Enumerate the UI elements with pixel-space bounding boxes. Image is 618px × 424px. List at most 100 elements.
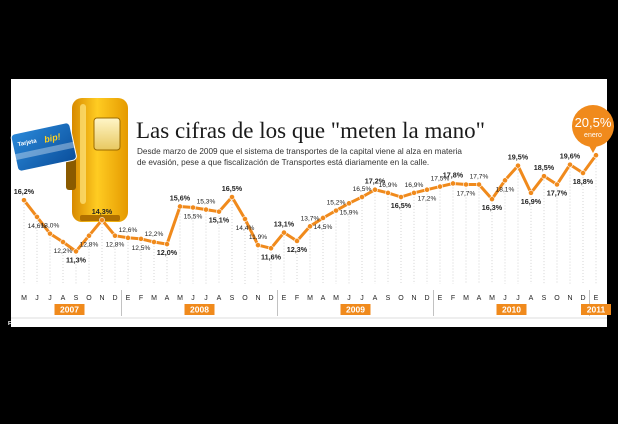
year-label: 2007: [60, 305, 79, 315]
data-point: [554, 181, 560, 188]
highlight-bubble: 20,5% enero: [572, 105, 614, 153]
month-tick-label: M: [151, 295, 157, 302]
data-label: 13,7%: [301, 215, 320, 222]
month-tick-label: O: [398, 295, 404, 302]
data-label: 12,0%: [157, 248, 178, 257]
month-tick-label: S: [230, 295, 235, 302]
year-badge: [581, 304, 611, 315]
chart-subtitle-line1: Desde marzo de 2009 que el sistema de tr…: [137, 147, 462, 156]
chart-data-labels: 16,2%14,6%13,0%12,2%11,3%12,8%14,3%12,8%…: [14, 152, 594, 265]
month-tick-label: D: [268, 295, 273, 302]
data-point: [502, 177, 508, 184]
card-reader-highlight: [80, 104, 86, 204]
data-point: [242, 216, 248, 222]
data-point: [333, 207, 339, 214]
year-label: 2011: [587, 305, 606, 315]
year-badge: [54, 304, 85, 315]
data-label: 11,9%: [249, 234, 267, 241]
year-label: 2009: [346, 305, 365, 315]
chart-subtitle-line2: de evasión, pese a que fiscalización de …: [137, 158, 429, 167]
data-point: [138, 235, 144, 242]
year-badge: [340, 304, 371, 315]
data-label: 17,2%: [418, 196, 437, 203]
bip-card-label: Tarjeta: [17, 138, 38, 148]
data-point: [190, 204, 196, 211]
month-tick-label: A: [477, 295, 482, 302]
data-point: [398, 194, 404, 200]
data-point: [463, 181, 469, 188]
data-point: [294, 238, 300, 244]
data-label: 17,7%: [470, 174, 489, 181]
month-tick-label: S: [74, 295, 79, 302]
data-point: [450, 180, 456, 187]
data-point: [203, 206, 209, 213]
data-point: [99, 217, 105, 223]
data-point: [125, 234, 131, 241]
data-label: 18,5%: [534, 163, 555, 172]
data-label: 12,2%: [145, 231, 164, 238]
year-badge: [496, 304, 527, 315]
data-point: [528, 189, 534, 196]
month-tick-label: S: [386, 295, 391, 302]
month-tick-label: D: [424, 295, 429, 302]
source-text: Ministerio de Transportes: [30, 321, 92, 327]
month-tick-label: A: [165, 295, 170, 302]
month-tick-label: E: [282, 295, 287, 302]
data-label: 16,5%: [222, 184, 243, 193]
highlight-label: enero: [584, 132, 602, 139]
source-note: Fuente Ministerio de Transportes: [8, 321, 92, 327]
data-point: [437, 183, 443, 190]
chart-grid: [23, 159, 597, 284]
data-point: [476, 181, 482, 188]
month-tick-label: A: [61, 295, 66, 302]
month-tick-label: N: [99, 295, 104, 302]
month-tick-label: M: [463, 295, 469, 302]
data-label: 14,4%: [236, 225, 255, 232]
data-label: 15,9%: [340, 209, 359, 216]
data-point: [320, 215, 326, 221]
highlight-value: 20,5%: [575, 115, 612, 130]
year-label: 2008: [190, 305, 209, 315]
data-point: [567, 161, 573, 168]
highlight-bubble-circle: [572, 105, 614, 147]
data-label: 16,2%: [14, 187, 35, 196]
data-point: [60, 239, 66, 245]
data-point: [372, 186, 378, 193]
month-tick-label: N: [411, 295, 416, 302]
data-point: [112, 232, 118, 239]
data-label: 16,5%: [391, 201, 412, 210]
chart-series: [21, 152, 599, 255]
month-tick-label: J: [516, 295, 520, 302]
bip-card-body: [10, 122, 77, 172]
data-point: [21, 197, 27, 204]
data-point: [216, 208, 222, 215]
data-label: 12,2%: [54, 248, 73, 255]
data-label: 11,6%: [261, 252, 282, 261]
data-label: 17,5%: [431, 176, 450, 183]
data-label: 17,2%: [365, 177, 386, 186]
data-point: [541, 173, 547, 180]
year-label: 2010: [502, 305, 521, 315]
month-tick-label: E: [126, 295, 131, 302]
month-tick-label: F: [451, 295, 455, 302]
month-tick-label: N: [255, 295, 260, 302]
month-tick-label: J: [347, 295, 351, 302]
month-tick-label: D: [580, 295, 585, 302]
month-tick-label: J: [360, 295, 364, 302]
data-point: [281, 229, 287, 236]
month-tick-label: O: [86, 295, 92, 302]
data-label: 12,8%: [106, 242, 125, 249]
data-point: [177, 203, 183, 210]
bip-card-brand: bip!: [43, 131, 61, 144]
data-label: 14,3%: [92, 207, 113, 216]
data-point: [151, 239, 157, 245]
data-point: [593, 152, 599, 159]
data-label: 13,1%: [274, 220, 295, 229]
data-point: [307, 223, 313, 230]
data-label: 17,8%: [443, 170, 464, 179]
data-label: 12,5%: [132, 245, 151, 252]
data-point: [164, 241, 170, 247]
data-label: 11,3%: [66, 255, 87, 264]
